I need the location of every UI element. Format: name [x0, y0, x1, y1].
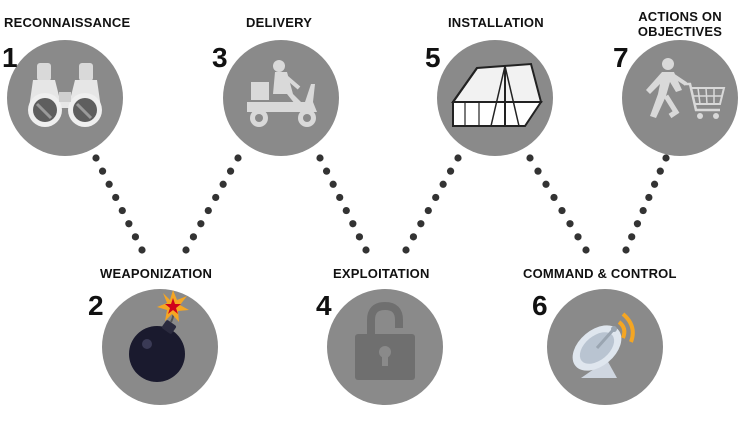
connector-dot: [322, 167, 331, 175]
scooter-icon: [247, 60, 317, 127]
padlock-icon: [355, 301, 415, 380]
connector-dot: [622, 246, 630, 254]
connector-dot: [558, 206, 566, 215]
stage-2-label: WEAPONIZATION: [100, 266, 213, 281]
tent-icon: [451, 62, 543, 127]
connector-dot: [645, 193, 653, 202]
connector-dot: [574, 233, 582, 241]
connector-dot: [189, 233, 198, 241]
connector-dot: [439, 180, 447, 188]
connector-dot: [650, 180, 659, 188]
connector-dot: [362, 246, 370, 254]
connector-dot: [582, 246, 590, 254]
connector-dot: [131, 233, 140, 241]
connector-dot: [526, 154, 534, 162]
connector-dot: [639, 206, 647, 215]
bomb-icon: [129, 290, 189, 382]
stage-4-label: EXPLOITATION: [333, 266, 430, 281]
connector-dot: [656, 167, 664, 175]
stage-7-label: ACTIONS ON OBJECTIVES: [637, 9, 723, 39]
stage-3-circle: [223, 40, 339, 156]
connector-dot: [138, 246, 146, 254]
connector-dot: [204, 206, 212, 215]
connector-dot: [219, 180, 227, 188]
connector-dot: [454, 154, 462, 162]
stage-3-number: 3: [212, 42, 228, 73]
connector-dot: [550, 193, 558, 202]
dotted-connectors: [92, 154, 670, 254]
connector-dot: [316, 154, 324, 162]
satellite-dish-icon: [572, 312, 635, 378]
connector-dot: [534, 167, 542, 175]
connector-dot: [628, 233, 636, 241]
connector-dot: [355, 233, 364, 241]
stage-3-label: DELIVERY: [246, 15, 313, 30]
connector-dot: [432, 193, 440, 202]
connector-dot: [446, 167, 455, 175]
connector-dot: [118, 206, 126, 215]
shopping-cart-icon: [646, 58, 726, 119]
stage-5-label: INSTALLATION: [448, 15, 544, 30]
stage-7-circle: [622, 40, 738, 156]
connector-dot: [329, 180, 337, 188]
binoculars-icon: [28, 63, 102, 127]
stage-6-number: 6: [532, 290, 548, 321]
connector-dot: [662, 154, 670, 162]
connector-dot: [105, 180, 113, 188]
stage-6-label: COMMAND & CONTROL: [523, 266, 677, 281]
connector-dot: [92, 154, 100, 162]
stage-4-number: 4: [316, 290, 332, 321]
connector-dot: [342, 206, 350, 215]
connector-dot: [212, 193, 220, 202]
connector-dot: [409, 233, 418, 241]
connector-dot: [112, 193, 120, 202]
connector-dot: [542, 180, 550, 188]
stage-1-label: RECONNAISSANCE: [4, 15, 131, 30]
connector-dot: [197, 220, 205, 228]
stage-1-number: 1: [2, 42, 18, 73]
connector-dot: [417, 220, 425, 228]
connector-dot: [424, 206, 432, 215]
connector-dot: [633, 220, 642, 228]
connector-dot: [98, 167, 107, 175]
connector-dot: [336, 193, 344, 202]
connector-dot: [566, 220, 574, 228]
stage-2-number: 2: [88, 290, 104, 321]
connector-dot: [125, 220, 133, 228]
connector-dot: [226, 167, 235, 175]
connector-dot: [402, 246, 410, 254]
connector-dot: [182, 246, 190, 254]
stage-5-number: 5: [425, 42, 441, 73]
stage-7-number: 7: [613, 42, 629, 73]
connector-dot: [349, 220, 357, 228]
connector-dot: [234, 154, 242, 162]
